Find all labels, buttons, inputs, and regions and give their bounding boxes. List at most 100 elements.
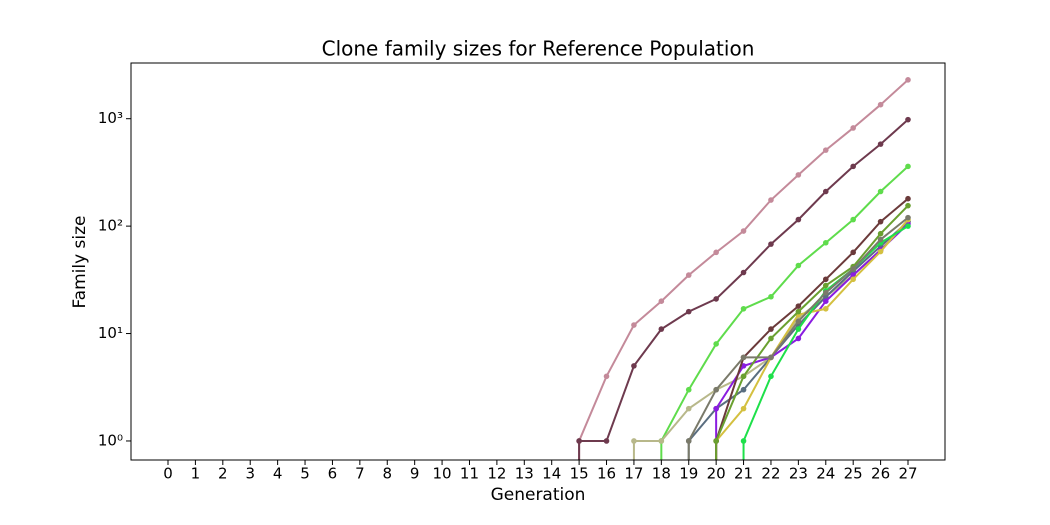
point xyxy=(713,405,719,412)
point xyxy=(795,326,802,332)
series-line xyxy=(578,79,909,460)
point xyxy=(822,298,829,305)
point xyxy=(850,163,856,170)
x-tick-label: 7 xyxy=(355,465,365,483)
point xyxy=(822,282,829,289)
point xyxy=(740,269,747,276)
point xyxy=(795,216,802,223)
point xyxy=(768,354,774,361)
point xyxy=(740,405,747,412)
point xyxy=(685,405,692,412)
x-tick-label: 3 xyxy=(245,465,255,483)
point xyxy=(740,386,747,393)
axes-frame xyxy=(130,62,946,461)
point xyxy=(795,262,802,269)
point xyxy=(877,230,884,237)
point xyxy=(713,296,719,302)
x-tick-label: 6 xyxy=(328,465,338,483)
point xyxy=(877,218,884,225)
point xyxy=(713,386,719,393)
point xyxy=(850,249,856,256)
point xyxy=(905,195,911,202)
point xyxy=(768,197,774,203)
point xyxy=(740,438,747,444)
point xyxy=(905,214,911,221)
series-line xyxy=(715,204,909,460)
point xyxy=(905,202,911,209)
point xyxy=(740,305,747,312)
chart-title: Clone family sizes for Reference Populat… xyxy=(322,37,755,61)
series-line xyxy=(687,216,909,460)
x-tick-label: 24 xyxy=(816,465,835,483)
x-tick-label: 23 xyxy=(789,465,808,483)
point xyxy=(905,116,911,123)
x-tick-label: 9 xyxy=(410,465,420,483)
point xyxy=(768,373,774,380)
point xyxy=(877,101,884,108)
point xyxy=(877,141,884,147)
point xyxy=(740,373,747,380)
point xyxy=(795,318,802,325)
x-axis-label: Generation xyxy=(491,485,586,505)
point xyxy=(685,272,692,278)
point xyxy=(685,438,692,444)
series-line xyxy=(660,165,909,460)
series-line xyxy=(578,118,909,460)
y-tick-label: 10² xyxy=(98,217,123,235)
x-tick-label: 16 xyxy=(597,465,616,483)
series-line xyxy=(715,197,909,460)
series-line xyxy=(715,218,909,460)
point xyxy=(603,373,610,380)
y-tick-label: 10⁰ xyxy=(98,431,123,449)
point xyxy=(822,239,829,246)
point xyxy=(658,326,665,332)
point xyxy=(768,241,774,247)
point xyxy=(740,354,747,361)
point xyxy=(768,293,774,300)
y-tick-label: 10¹ xyxy=(98,324,123,342)
x-tick-label: 13 xyxy=(515,465,534,483)
point xyxy=(877,248,884,255)
point xyxy=(740,228,747,234)
x-tick-label: 25 xyxy=(844,465,863,483)
y-axis-label: Family size xyxy=(70,215,90,308)
point xyxy=(850,125,856,131)
x-tick-label: 26 xyxy=(871,465,890,483)
series-line xyxy=(742,225,909,460)
point xyxy=(877,236,884,243)
series-line xyxy=(715,223,909,460)
point xyxy=(713,341,719,347)
x-tick-label: 5 xyxy=(300,465,310,483)
x-tick-label: 22 xyxy=(761,465,780,483)
point xyxy=(822,289,829,296)
x-tick-label: 11 xyxy=(460,465,479,483)
point xyxy=(795,335,802,342)
x-tick-label: 19 xyxy=(679,465,698,483)
x-tick-label: 27 xyxy=(898,465,917,483)
point xyxy=(631,322,637,328)
x-tick-label: 12 xyxy=(487,465,506,483)
plot-area xyxy=(576,77,911,460)
point xyxy=(822,147,829,153)
point xyxy=(795,303,802,309)
x-tick-label: 1 xyxy=(191,465,201,483)
point xyxy=(905,77,911,83)
point xyxy=(713,438,719,444)
point xyxy=(877,188,884,195)
x-tick-label: 14 xyxy=(542,465,561,483)
point xyxy=(631,438,637,444)
point xyxy=(795,308,802,315)
x-tick-label: 15 xyxy=(570,465,589,483)
point xyxy=(658,298,665,305)
x-tick-label: 17 xyxy=(624,465,643,483)
x-tick-label: 10 xyxy=(433,465,452,483)
point xyxy=(822,305,829,312)
point xyxy=(768,326,774,332)
point xyxy=(905,223,911,229)
point xyxy=(850,276,856,283)
point xyxy=(685,308,692,315)
point xyxy=(850,216,856,223)
point xyxy=(822,188,829,195)
series-line xyxy=(687,220,909,460)
